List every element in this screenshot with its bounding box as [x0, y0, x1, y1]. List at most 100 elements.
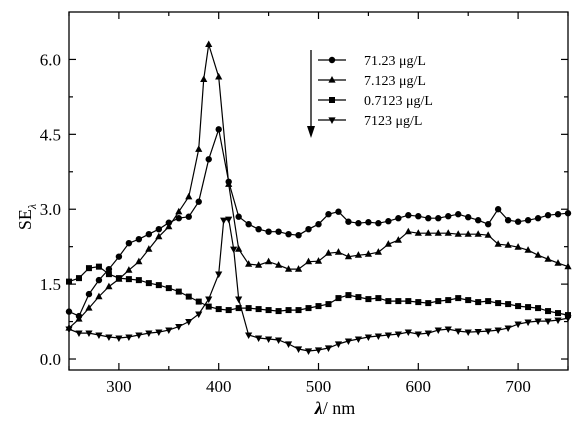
data-point-s1-38: [435, 215, 442, 222]
data-point-s3-34: [395, 298, 402, 305]
data-point-s1-12: [175, 215, 182, 222]
data-point-s3-37: [425, 300, 432, 307]
data-point-s3-16: [215, 306, 222, 313]
data-point-s4-42: [454, 328, 462, 336]
data-point-s1-13: [185, 213, 192, 220]
data-point-s2-7: [125, 266, 133, 273]
data-point-s2-31: [354, 251, 363, 258]
data-point-s2-40: [444, 229, 452, 236]
data-point-s3-17: [225, 307, 232, 314]
data-point-s2-9: [145, 245, 153, 252]
data-point-s2-20: [245, 260, 253, 267]
data-point-s2-32: [364, 250, 372, 257]
data-point-s3-24: [295, 307, 302, 314]
data-point-s3-38: [435, 298, 442, 305]
legend-item-1: 71.23 μg/L: [318, 54, 426, 69]
series-3: [66, 263, 571, 319]
data-point-s4-14: [195, 311, 203, 319]
data-point-s2-23: [274, 261, 283, 268]
data-point-s3-3: [85, 265, 92, 272]
data-point-s3-26: [315, 303, 322, 310]
data-point-s3-9: [145, 280, 152, 287]
data-point-s3-7: [125, 276, 132, 283]
data-point-s4-51: [544, 318, 552, 326]
data-point-s3-45: [505, 301, 512, 308]
data-point-s4-24: [274, 337, 283, 345]
data-point-s3-23: [285, 307, 292, 314]
data-point-s4-36: [394, 331, 402, 339]
data-point-s1-29: [345, 218, 352, 225]
data-point-s2-50: [544, 255, 552, 262]
data-point-s2-43: [474, 230, 482, 237]
data-point-s2-48: [524, 246, 532, 253]
data-point-s1-7: [125, 239, 133, 247]
data-point-s4-17: [220, 217, 228, 225]
data-point-s1-18: [235, 213, 242, 220]
data-point-s3-14: [195, 298, 202, 305]
data-point-s2-13: [185, 192, 193, 200]
data-point-s4-22: [255, 335, 263, 343]
data-point-s2-2: [75, 315, 83, 322]
legend-label: 71.23 μg/L: [364, 54, 426, 69]
data-point-s1-9: [145, 230, 153, 238]
data-point-s2-27: [314, 257, 323, 264]
data-point-s3-40: [455, 295, 462, 302]
data-point-s3-29: [345, 292, 352, 299]
data-point-s1-20: [255, 225, 262, 233]
legend-marker: [328, 76, 336, 83]
data-point-s3-13: [185, 293, 192, 300]
data-point-s4-26: [294, 346, 303, 354]
data-point-s3-42: [475, 299, 482, 306]
data-point-s2-17: [215, 72, 223, 80]
data-point-s2-19: [235, 245, 243, 252]
data-point-s2-3: [85, 304, 93, 311]
data-point-s4-52: [554, 317, 562, 325]
data-point-s1-3: [85, 290, 93, 298]
x-tick-label: 500: [306, 377, 332, 396]
data-point-s1-6: [115, 253, 123, 260]
data-point-s3-49: [545, 308, 552, 315]
data-point-s4-38: [414, 331, 422, 339]
data-point-s2-41: [454, 230, 462, 237]
data-point-s3-12: [175, 288, 182, 295]
data-point-s3-4: [95, 263, 102, 270]
x-tick-label: 300: [106, 377, 132, 396]
data-point-s4-29: [324, 345, 333, 353]
data-point-s3-10: [155, 282, 162, 289]
data-point-s2-38: [424, 229, 432, 236]
data-point-s2-26: [304, 257, 313, 265]
data-point-s2-44: [484, 231, 492, 238]
series-line-2: [68, 44, 569, 329]
data-point-s2-8: [135, 257, 143, 265]
data-point-s2-22: [265, 257, 273, 265]
data-point-s2-12: [175, 207, 183, 215]
data-point-s4-18: [225, 216, 233, 224]
data-point-s2-35: [394, 236, 402, 243]
data-point-s4-2: [75, 330, 83, 338]
data-point-s3-5: [105, 271, 112, 278]
data-point-s3-20: [255, 306, 262, 313]
data-point-s1-28: [335, 208, 342, 215]
data-point-s2-25: [294, 265, 303, 272]
data-point-s1-44: [494, 206, 502, 213]
data-point-s1-50: [554, 211, 562, 218]
data-point-s1-30: [355, 220, 362, 227]
x-tick-label: 400: [206, 377, 232, 396]
data-point-s2-18: [225, 180, 233, 187]
data-point-s1-5: [105, 265, 113, 273]
data-point-s4-16: [215, 271, 223, 279]
legend-marker: [328, 117, 336, 124]
data-point-s1-15: [205, 156, 212, 163]
legend-marker: [328, 56, 336, 64]
data-point-s3-15: [205, 303, 212, 310]
data-point-s1-26: [315, 221, 322, 228]
data-point-s4-15: [205, 296, 213, 304]
legend-label: 7123 μg/L: [364, 114, 422, 129]
data-point-s2-45: [494, 240, 502, 247]
data-point-s3-43: [485, 298, 492, 305]
data-point-s2-21: [255, 261, 263, 268]
data-point-s4-11: [165, 327, 173, 335]
data-point-s4-21: [245, 332, 253, 340]
data-point-s1-22: [275, 228, 282, 235]
y-tick-label: 6.0: [40, 50, 61, 69]
